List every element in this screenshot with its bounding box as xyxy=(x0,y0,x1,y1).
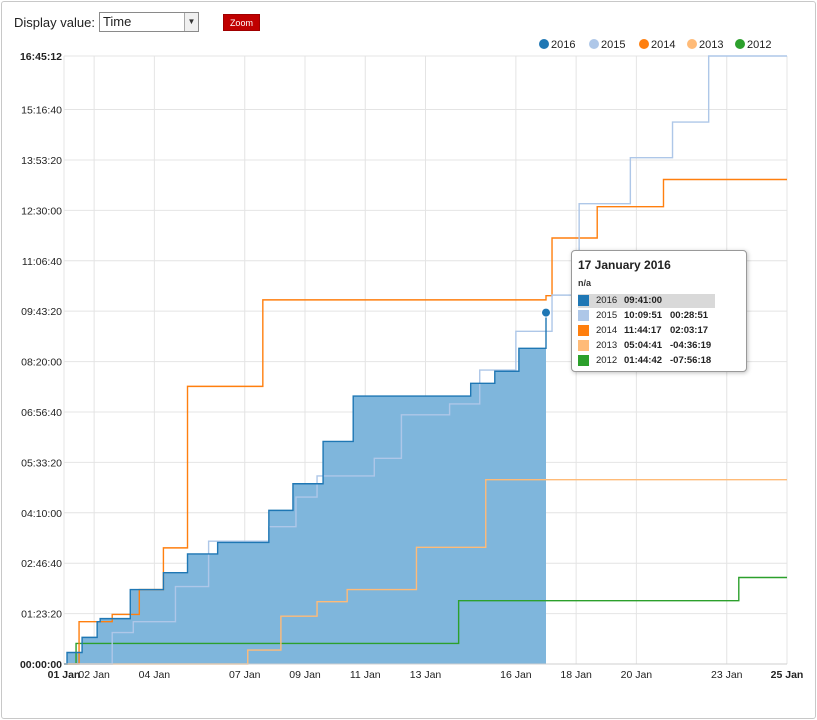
x-tick-label: 13 Jan xyxy=(410,669,442,681)
dropdown-arrow-icon[interactable]: ▼ xyxy=(183,13,198,31)
hover-marker xyxy=(541,307,551,318)
y-tick-label: 16:45:12 xyxy=(20,51,62,63)
chart-controls: Display value: Time ▼ Zoom xyxy=(14,11,260,33)
x-tick-label: 09 Jan xyxy=(289,669,321,681)
y-tick-label: 09:43:20 xyxy=(21,306,62,318)
y-tick-label: 02:46:40 xyxy=(21,558,62,570)
legend-label-2013: 2013 xyxy=(699,39,723,51)
tooltip-swatch xyxy=(578,325,589,336)
line-2013 xyxy=(64,479,787,665)
tooltip-swatch xyxy=(578,310,589,321)
marker-2016 xyxy=(541,307,551,318)
tooltip-row-2016: 2016 09:41:00 xyxy=(578,294,715,308)
hover-tooltip: 17 January 2016 n/a 2016 09:41:00 2015 10:0… xyxy=(571,250,747,372)
legend-dot-2012 xyxy=(735,39,745,49)
tooltip-time: 10:09:51 xyxy=(624,310,663,321)
y-tick-label: 01:23:20 xyxy=(21,609,62,621)
legend-label-2016: 2016 xyxy=(551,39,575,51)
tooltip-year: 2012 xyxy=(596,355,618,366)
area-layer xyxy=(64,312,546,664)
tooltip-time: 05:04:41 xyxy=(624,340,663,351)
y-tick-label: 06:56:40 xyxy=(21,407,62,419)
tooltip-swatch xyxy=(578,340,589,351)
y-tick-label: 08:20:00 xyxy=(21,357,62,369)
legend-dot-2015 xyxy=(589,39,599,49)
display-value-label: Display value: xyxy=(14,14,95,30)
x-tick-label: 20 Jan xyxy=(621,669,653,681)
x-tick-label: 16 Jan xyxy=(500,669,532,681)
x-tick-label: 11 Jan xyxy=(350,669,381,681)
tooltip-time: 01:44:42 xyxy=(624,355,663,366)
legend-dot-2014 xyxy=(639,39,649,49)
zoom-button[interactable]: Zoom xyxy=(222,13,260,31)
y-tick-label: 15:16:40 xyxy=(21,105,62,117)
x-tick-label: 23 Jan xyxy=(711,669,743,681)
tooltip-diff: 00:28:51 xyxy=(670,310,709,321)
x-tick-label: 07 Jan xyxy=(229,669,261,681)
legend-label-2012: 2012 xyxy=(747,39,771,51)
line-2014 xyxy=(64,178,787,665)
tooltip-row-2013: 2013 05:04:41 -04:36:19 xyxy=(578,339,715,353)
x-tick-label: 18 Jan xyxy=(560,669,592,681)
tooltip-year: 2015 xyxy=(596,310,618,321)
tooltip-row-2014: 2014 11:44:17 02:03:17 xyxy=(578,324,715,338)
line-2012 xyxy=(64,576,787,665)
x-tick-label: 04 Jan xyxy=(139,669,171,681)
x-tick-label: 02 Jan xyxy=(78,669,110,681)
tooltip-row-2012: 2012 01:44:42 -07:56:18 xyxy=(578,354,715,368)
tooltip-swatch xyxy=(578,295,589,306)
line-2015 xyxy=(64,55,787,665)
tooltip-title: 17 January 2016 xyxy=(578,258,671,272)
y-tick-label: 12:30:00 xyxy=(21,205,62,217)
tooltip-time: 11:44:17 xyxy=(624,325,662,336)
y-tick-label: 11:06:40 xyxy=(22,256,62,268)
legend-label-2015: 2015 xyxy=(601,39,625,51)
x-tick-label: 25 Jan xyxy=(771,669,804,681)
tooltip-year: 2013 xyxy=(596,340,618,351)
line-2016 xyxy=(64,312,547,665)
y-axis: 00:00:00 01:23:20 02:46:40 04:10:00 05:33:20… xyxy=(20,51,62,671)
display-value-selected: Time xyxy=(102,14,132,29)
y-tick-label: 05:33:20 xyxy=(21,457,62,469)
legend-dot-2016 xyxy=(539,39,549,49)
x-tick-label: 01 Jan xyxy=(48,669,81,681)
display-value-select[interactable]: Time ▼ xyxy=(98,12,199,32)
area-2016 xyxy=(64,312,546,664)
tooltip-diff: -04:36:19 xyxy=(670,340,712,351)
tooltip-row-2015: 2015 10:09:51 00:28:51 xyxy=(578,309,715,323)
legend-dot-2013 xyxy=(687,39,697,49)
series-lines xyxy=(64,55,787,665)
tooltip-year: 2014 xyxy=(596,325,618,336)
y-tick-label: 04:10:00 xyxy=(21,508,62,520)
tooltip-swatch xyxy=(578,355,589,366)
y-tick-label: 00:00:00 xyxy=(20,659,62,671)
y-tick-label: 13:53:20 xyxy=(21,155,62,167)
legend-label-2014: 2014 xyxy=(651,39,675,51)
legend: 2016 2015 2014 2013 2012 xyxy=(539,39,771,51)
tooltip-time: 09:41:00 xyxy=(624,295,663,306)
tooltip-diff: 02:03:17 xyxy=(670,325,709,336)
tooltip-subtitle: n/a xyxy=(578,278,592,288)
tooltip-year: 2016 xyxy=(596,295,618,306)
tooltip-diff: -07:56:18 xyxy=(670,355,712,366)
